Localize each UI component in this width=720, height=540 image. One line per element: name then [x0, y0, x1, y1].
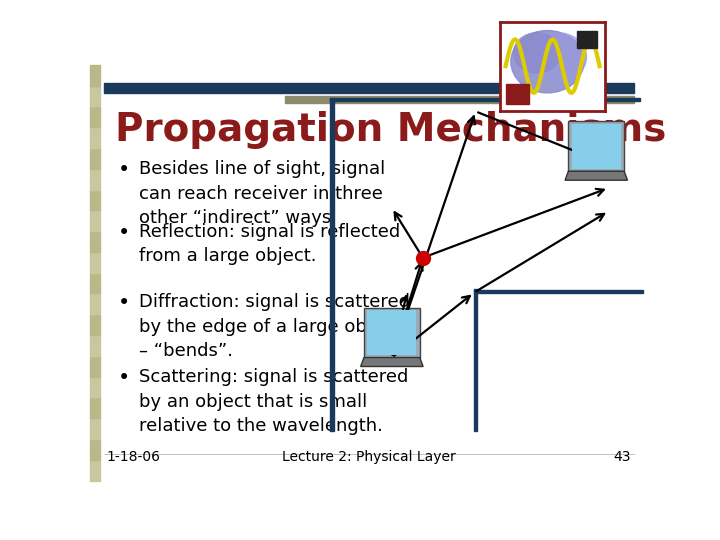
Bar: [90, 293, 100, 314]
Bar: [90, 377, 100, 397]
Ellipse shape: [529, 33, 587, 82]
Polygon shape: [367, 310, 416, 355]
Bar: [90, 190, 100, 210]
Bar: [285, 96, 634, 103]
Polygon shape: [572, 124, 621, 168]
Bar: [90, 210, 100, 231]
Bar: [90, 85, 100, 106]
Polygon shape: [565, 171, 628, 180]
Bar: [90, 439, 100, 460]
Bar: [104, 83, 634, 93]
Ellipse shape: [513, 33, 560, 73]
Text: Scattering: signal is scattered
by an object that is small
relative to the wavel: Scattering: signal is scattered by an ob…: [139, 368, 408, 435]
Ellipse shape: [511, 30, 584, 93]
Bar: [90, 397, 100, 418]
Bar: [90, 106, 100, 127]
Bar: [90, 418, 100, 439]
Text: 43: 43: [613, 450, 631, 464]
Bar: [90, 65, 100, 85]
Text: Besides line of sight, signal
can reach receiver in three
other “indirect” ways.: Besides line of sight, signal can reach …: [139, 160, 385, 227]
Bar: [474, 290, 643, 293]
Bar: [90, 127, 100, 148]
Bar: [90, 252, 100, 273]
Text: •: •: [118, 160, 130, 180]
Text: Lecture 2: Physical Layer: Lecture 2: Physical Layer: [282, 450, 456, 464]
Text: •: •: [118, 368, 130, 388]
Text: 1-18-06: 1-18-06: [107, 450, 161, 464]
Polygon shape: [364, 308, 420, 357]
Bar: [90, 314, 100, 335]
Text: Diffraction: signal is scattered
by the edge of a large object
– “bends”.: Diffraction: signal is scattered by the …: [139, 294, 410, 360]
Text: •: •: [118, 294, 130, 314]
Text: Propagation Mechanisms: Propagation Mechanisms: [115, 111, 667, 148]
Bar: [90, 356, 100, 377]
Text: Reflection: signal is reflected
from a large object.: Reflection: signal is reflected from a l…: [139, 223, 400, 265]
Bar: [330, 98, 639, 101]
Text: •: •: [118, 223, 130, 243]
Bar: [90, 335, 100, 356]
Bar: [90, 231, 100, 252]
Bar: [505, 84, 528, 104]
Bar: [474, 289, 477, 431]
Bar: [330, 98, 334, 431]
Bar: [90, 273, 100, 294]
Bar: [577, 30, 598, 48]
Polygon shape: [568, 122, 624, 171]
Bar: [90, 168, 100, 190]
Polygon shape: [361, 357, 423, 367]
Bar: [90, 148, 100, 168]
Bar: [90, 460, 100, 481]
